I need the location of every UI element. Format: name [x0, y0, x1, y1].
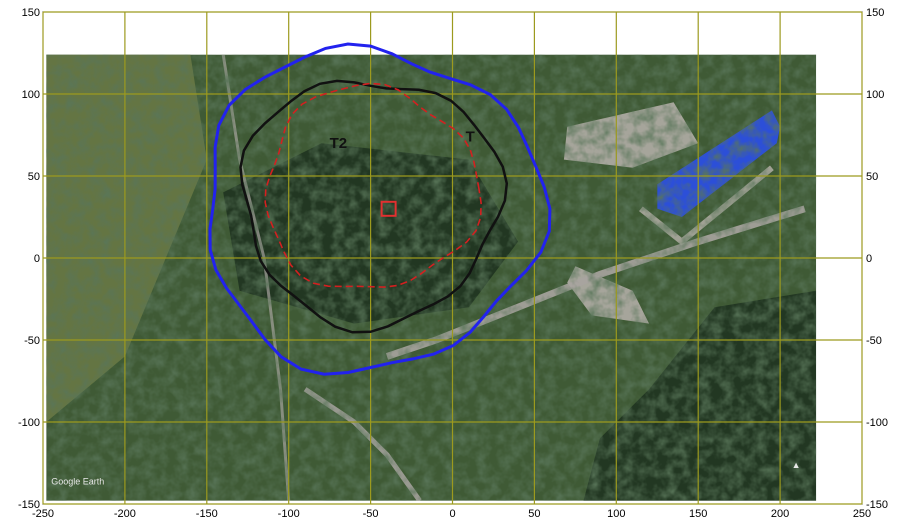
- x-tick-label: -250: [32, 508, 54, 520]
- point-label-t2: T2: [330, 135, 348, 152]
- x-tick-label: -100: [278, 508, 300, 520]
- y-tick-label: 150: [866, 7, 884, 19]
- x-tick-labels: -250 -200 -150 -100 -50 0 50 100 150 200 250: [32, 508, 871, 520]
- middle-contour-line: [239, 79, 509, 334]
- point-labels: T2 T: [330, 129, 475, 153]
- source-marker: [380, 200, 397, 217]
- satellite-image: [46, 54, 817, 501]
- y-tick-label: 0: [866, 253, 872, 265]
- north-arrow-icon: ▲: [792, 460, 801, 470]
- x-tick-label: -50: [363, 508, 379, 520]
- point-label-t: T: [466, 129, 475, 146]
- y-tick-label: 100: [22, 89, 40, 101]
- inner-dashed-circle: [264, 82, 482, 288]
- grid-lines: [42, 11, 863, 505]
- y-tick-label: 0: [34, 253, 40, 265]
- x-tick-label: 250: [853, 508, 871, 520]
- y-tick-labels-left: 150 100 50 0 -50 -100 -150: [18, 7, 40, 511]
- x-tick-label: 100: [607, 508, 625, 520]
- y-tick-label: -50: [866, 335, 882, 347]
- y-tick-label: 50: [866, 171, 878, 183]
- texture-noise: [46, 54, 817, 501]
- y-tick-label: 100: [866, 89, 884, 101]
- y-tick-label: -100: [18, 417, 40, 429]
- x-tick-label: 50: [528, 508, 540, 520]
- y-tick-label: -150: [18, 499, 40, 511]
- x-tick-label: -200: [114, 508, 136, 520]
- y-tick-label: 150: [22, 7, 40, 19]
- y-tick-label: 50: [28, 171, 40, 183]
- x-tick-label: 0: [449, 508, 455, 520]
- y-tick-label: -50: [24, 335, 40, 347]
- y-tick-label: -100: [866, 417, 888, 429]
- y-tick-labels-right: 150 100 50 0 -50 -100 -150: [866, 7, 888, 511]
- x-tick-label: 150: [689, 508, 707, 520]
- x-tick-label: 200: [771, 508, 789, 520]
- y-tick-label: -150: [866, 499, 888, 511]
- outer-contour-line: [208, 42, 552, 376]
- x-tick-label: -150: [196, 508, 218, 520]
- google-earth-watermark: Google Earth: [51, 476, 104, 486]
